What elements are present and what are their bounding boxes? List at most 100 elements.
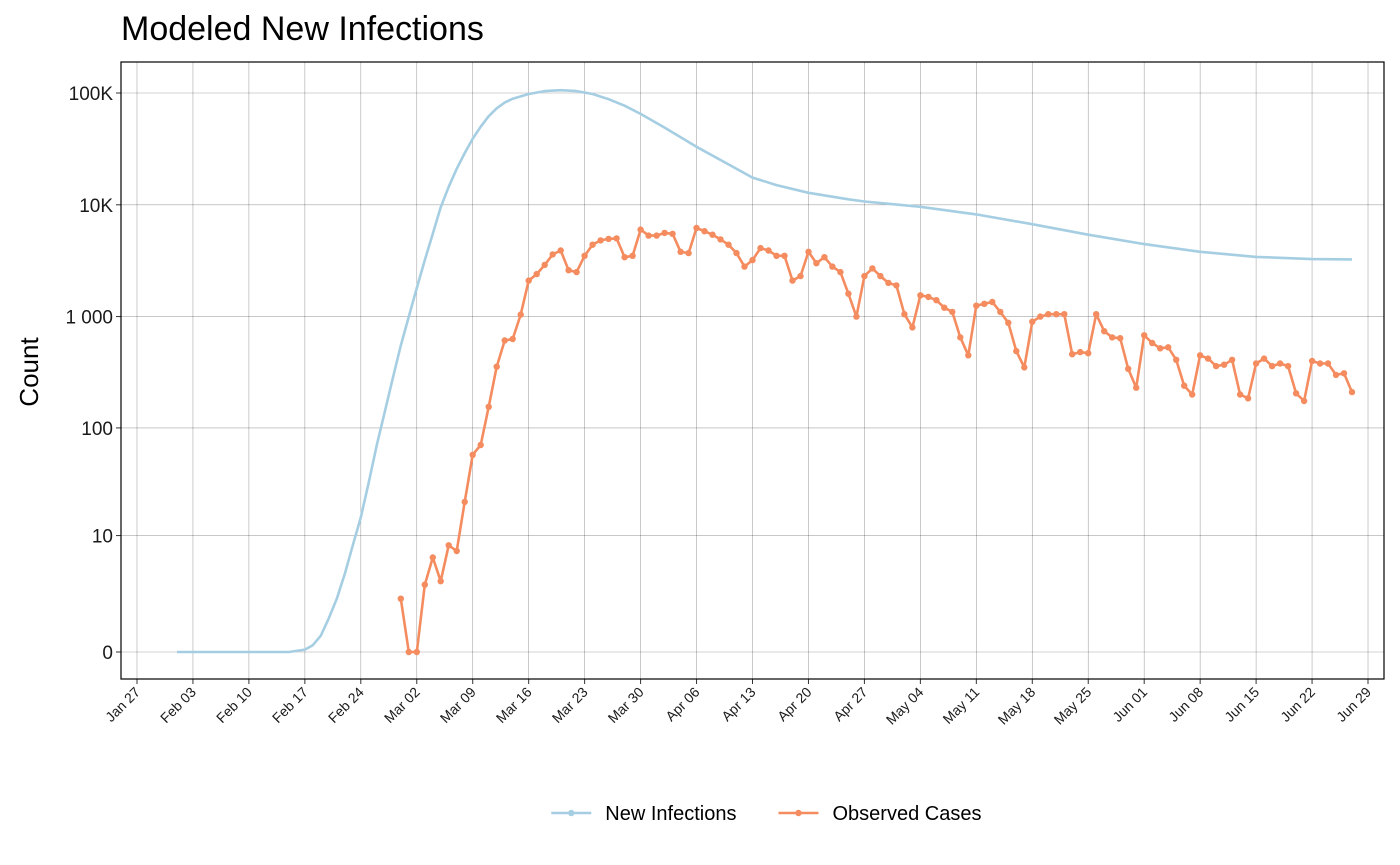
- series-1: [397, 224, 1356, 656]
- data-point: [693, 224, 700, 232]
- x-tick-label: May 04: [883, 684, 927, 728]
- x-tick-label: Jan 27: [102, 684, 143, 725]
- data-point: [925, 293, 932, 301]
- data-point: [965, 352, 972, 359]
- data-point: [957, 334, 964, 341]
- data-point: [549, 251, 556, 258]
- data-point: [709, 231, 716, 238]
- data-point: [557, 247, 564, 254]
- x-tick-label: Jun 22: [1277, 684, 1318, 725]
- data-point: [1061, 311, 1068, 318]
- y-axis-label: Count: [14, 337, 44, 407]
- data-point: [509, 335, 516, 343]
- data-point: [861, 272, 868, 280]
- data-point: [421, 581, 428, 588]
- data-point: [397, 595, 404, 602]
- data-point: [461, 498, 468, 506]
- data-point: [405, 648, 412, 656]
- data-point: [1316, 360, 1324, 367]
- data-point: [1324, 360, 1332, 367]
- data-point: [1013, 347, 1020, 355]
- legend-label: New Infections: [605, 803, 736, 825]
- data-point: [893, 282, 900, 289]
- data-point: [477, 441, 484, 449]
- data-point: [1133, 384, 1140, 391]
- data-point: [1117, 335, 1124, 342]
- data-point: [917, 292, 924, 299]
- data-point: [645, 232, 652, 239]
- x-tick-label: Jun 01: [1109, 684, 1150, 725]
- data-point: [1308, 357, 1316, 365]
- data-point: [773, 252, 780, 259]
- series-0: [177, 88, 1353, 654]
- data-point: [877, 272, 884, 280]
- data-point: [1228, 356, 1236, 363]
- x-tick-label: Mar 30: [605, 684, 647, 726]
- data-point: [813, 260, 820, 267]
- data-point: [797, 272, 804, 280]
- data-point: [781, 252, 788, 259]
- legend-marker: [795, 809, 802, 817]
- data-point: [909, 324, 916, 331]
- data-point: [613, 235, 620, 242]
- data-point: [981, 300, 988, 307]
- data-point: [429, 554, 436, 561]
- data-point: [869, 265, 876, 272]
- x-tick-label: Jun 15: [1221, 684, 1262, 725]
- x-tick-label: Feb 17: [269, 684, 311, 726]
- data-point: [1181, 382, 1188, 389]
- data-point: [973, 302, 980, 309]
- data-point: [701, 228, 708, 235]
- data-point: [573, 268, 580, 276]
- data-point: [1101, 328, 1108, 335]
- data-point: [1005, 319, 1012, 326]
- x-tick-label: Feb 24: [325, 684, 367, 726]
- data-point: [1260, 355, 1268, 362]
- legend-item: Observed Cases: [778, 803, 982, 825]
- data-point: [677, 248, 684, 255]
- x-tick-label: May 11: [939, 684, 982, 727]
- data-point: [933, 297, 940, 304]
- x-tick-label: May 25: [1051, 684, 1095, 728]
- y-tick-label: 100K: [69, 84, 114, 105]
- x-tick-label: Apr 06: [662, 684, 703, 725]
- y-tick-label: 100: [81, 419, 113, 440]
- series-line: [177, 88, 1353, 654]
- data-point: [845, 290, 852, 297]
- data-point: [629, 252, 636, 259]
- data-point: [1348, 388, 1356, 396]
- data-point: [1045, 311, 1052, 318]
- data-point: [733, 249, 740, 257]
- data-point: [685, 249, 692, 257]
- data-point: [837, 268, 844, 276]
- data-point: [1037, 313, 1044, 320]
- x-tick-label: Feb 10: [213, 684, 255, 726]
- data-point: [1204, 355, 1212, 362]
- data-point: [1340, 370, 1348, 377]
- data-point: [1173, 356, 1180, 363]
- data-point: [1149, 339, 1156, 347]
- data-point: [1029, 318, 1036, 325]
- axes: 0 10 100 1 000 10K 100K Jan 27 Feb 03 Feb 10 Feb …: [65, 84, 1374, 728]
- x-tick-label: Jun 08: [1165, 684, 1206, 725]
- data-point: [541, 261, 548, 269]
- y-tick-label: 1 000: [65, 308, 113, 329]
- data-point: [1157, 345, 1164, 352]
- legend: New Infections Observed Cases: [551, 803, 981, 825]
- legend-label: Observed Cases: [833, 803, 982, 825]
- data-point: [1021, 364, 1028, 371]
- data-point: [1109, 334, 1116, 341]
- data-point: [1196, 352, 1204, 359]
- data-point: [581, 252, 588, 259]
- x-tick-label: Mar 16: [493, 684, 535, 726]
- data-point: [1077, 348, 1084, 356]
- data-point: [565, 267, 572, 274]
- x-tick-label: Apr 13: [718, 684, 759, 725]
- data-point: [765, 247, 772, 254]
- data-point: [1236, 391, 1244, 398]
- data-point: [717, 236, 724, 243]
- data-point: [1220, 361, 1228, 368]
- data-point: [1093, 311, 1100, 318]
- data-point: [1332, 371, 1340, 379]
- data-point: [853, 313, 860, 320]
